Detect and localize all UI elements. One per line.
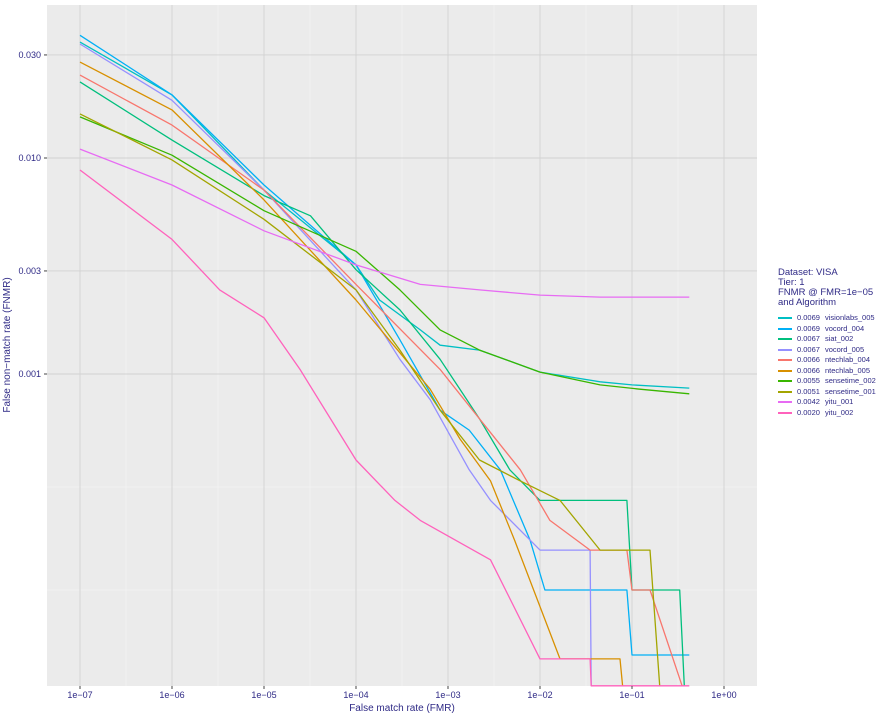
legend-fnmr-value: 0.0067 [797,344,820,354]
x-axis-ticks: 1e−07 1e−06 1e−05 1e−04 1e−03 1e−02 1e−01 1e+00 [67,686,737,700]
legend-fnmr-value: 0.0055 [797,376,820,386]
legend-algorithm-name: yitu_002 [824,407,854,417]
legend-algorithm-name: siat_002 [824,334,854,344]
x-tick-label: 1e+00 [711,690,736,700]
y-axis-ticks: 0.030 0.010 0.003 0.001 [18,50,47,379]
legend-key [778,359,792,362]
legend-key [778,327,792,330]
legend-item-ntechlab_004: 0.0066 ntechlab_004 [778,355,876,366]
legend-item-ntechlab_005: 0.0066 ntechlab_005 [778,366,876,377]
x-axis-label: False match rate (FMR) [349,703,455,714]
series-line-sensetime_002 [79,116,690,395]
legend-item-visionlabs_005: 0.0069 visionlabs_005 [778,313,876,324]
legend-key [778,348,792,351]
legend-fnmr-value: 0.0020 [797,407,820,417]
x-tick-label: 1e−02 [527,690,552,700]
legend-fnmr-value: 0.0069 [797,323,820,333]
legend-key [778,338,792,341]
x-tick-label: 1e−05 [251,690,276,700]
legend-title: Dataset: VISA Tier: 1 FNMR @ FMR=1e−05 a… [778,268,876,308]
legend-algorithm-name: ntechlab_005 [824,365,870,375]
legend-fnmr-value: 0.0066 [797,365,820,375]
legend-items: 0.0069 visionlabs_005 0.0069 vocord_004 0.00… [778,313,876,418]
legend-key [778,317,792,320]
legend-title-line: and Algorithm [778,297,837,308]
y-tick-label: 0.030 [18,50,41,60]
x-tick-label: 1e−01 [619,690,644,700]
legend-algorithm-name: vocord_005 [824,344,865,354]
legend-algorithm-name: yitu_001 [824,397,854,407]
x-tick-label: 1e−07 [67,690,92,700]
x-tick-label: 1e−04 [343,690,368,700]
legend-fnmr-value: 0.0051 [797,386,820,396]
legend-key [778,380,792,383]
legend-key [778,390,792,393]
legend-title-line: FNMR @ FMR=1e−05 [778,287,874,298]
series-line-yitu_002 [79,169,690,687]
legend-item-siat_002: 0.0067 siat_002 [778,334,876,345]
series-line-vocord_004 [79,34,690,656]
legend-algorithm-name: sensetime_001 [824,386,876,396]
series-line-vocord_005 [79,43,592,686]
legend-key [778,401,792,404]
legend-item-sensetime_002: 0.0055 sensetime_002 [778,376,876,387]
y-tick-label: 0.001 [18,369,41,379]
legend-item-yitu_002: 0.0020 yitu_002 [778,408,876,419]
x-tick-label: 1e−06 [159,690,184,700]
legend-item-vocord_004: 0.0069 vocord_004 [778,324,876,335]
legend-fnmr-value: 0.0066 [797,355,820,365]
x-tick-label: 1e−03 [435,690,460,700]
series-line-yitu_001 [79,148,690,298]
series-line-ntechlab_004 [79,74,683,687]
legend-key [778,369,792,372]
grid [47,5,757,686]
legend-fnmr-value: 0.0067 [797,334,820,344]
y-tick-label: 0.010 [18,153,41,163]
legend-algorithm-name: ntechlab_004 [824,355,870,365]
legend-algorithm-name: visionlabs_005 [824,313,875,323]
legend-title-line: Dataset: VISA [778,267,838,278]
legend-item-vocord_005: 0.0067 vocord_005 [778,345,876,356]
y-axis-label: False non−match rate (FNMR) [2,277,13,412]
y-tick-label: 0.003 [18,266,41,276]
legend-item-yitu_001: 0.0042 yitu_001 [778,397,876,408]
series-line-sensetime_001 [79,113,661,686]
legend-algorithm-name: vocord_004 [824,323,865,333]
legend: Dataset: VISA Tier: 1 FNMR @ FMR=1e−05 a… [778,268,876,418]
legend-fnmr-value: 0.0069 [797,313,820,323]
series-lines [79,34,690,687]
legend-fnmr-value: 0.0042 [797,397,820,407]
legend-title-line: Tier: 1 [778,277,805,288]
legend-item-sensetime_001: 0.0051 sensetime_001 [778,387,876,398]
legend-algorithm-name: sensetime_002 [824,376,876,386]
legend-key [778,411,792,414]
